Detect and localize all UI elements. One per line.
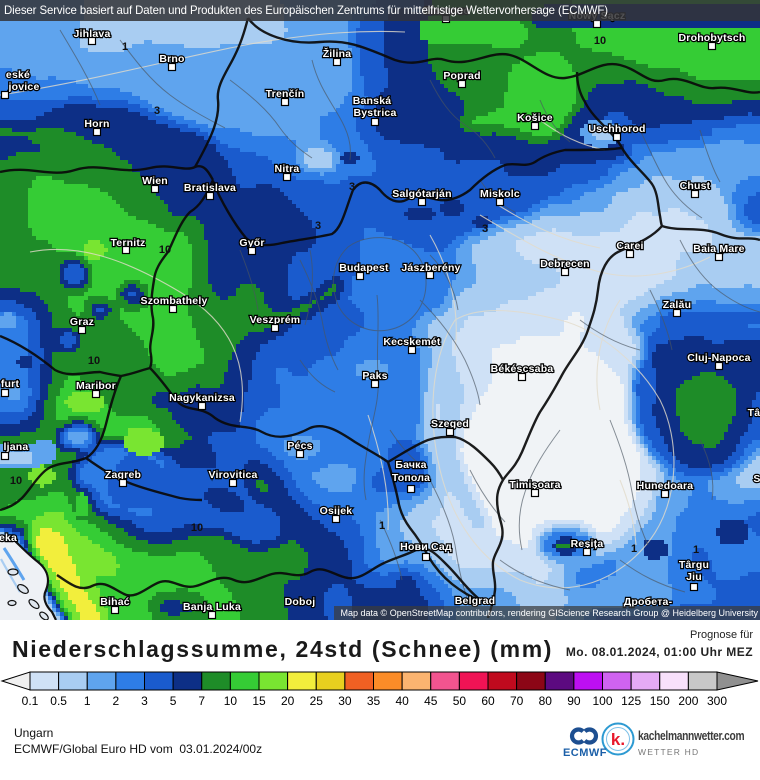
svg-text:10: 10 [88,355,100,367]
svg-text:Bystrica: Bystrica [353,107,396,119]
svg-text:jovice: jovice [8,81,40,93]
svg-text:10: 10 [594,35,606,47]
svg-text:Győr: Győr [239,237,264,249]
svg-text:150: 150 [650,694,670,708]
svg-text:Chust: Chust [680,180,711,192]
svg-text:Zagreb: Zagreb [105,469,141,481]
svg-text:eka: eka [0,532,17,544]
svg-text:Brno: Brno [159,53,184,65]
svg-text:0.1: 0.1 [22,694,39,708]
svg-text:Carei: Carei [616,240,643,252]
svg-text:30: 30 [338,694,352,708]
svg-text:50: 50 [453,694,467,708]
svg-text:Drohobytsch: Drohobytsch [679,32,746,44]
svg-text:15: 15 [252,694,266,708]
svg-text:5: 5 [170,694,177,708]
svg-text:1: 1 [122,41,128,53]
svg-text:Paks: Paks [362,370,387,382]
svg-text:25: 25 [310,694,324,708]
svg-text:Baia Mare: Baia Mare [693,243,744,255]
svg-text:1: 1 [631,543,637,555]
svg-text:Нови Сад: Нови Сад [400,541,452,553]
svg-text:Uschhorod: Uschhorod [588,123,645,135]
svg-text:eské: eské [6,69,30,81]
svg-text:10: 10 [159,244,171,256]
svg-text:Jiu: Jiu [686,571,702,583]
svg-text:Maribor: Maribor [76,380,116,392]
svg-text:k.: k. [611,730,625,749]
svg-text:Nagykanizsa: Nagykanizsa [169,392,235,404]
svg-text:Hunedoara: Hunedoara [637,480,694,492]
svg-text:Košice: Košice [517,112,553,124]
svg-text:3: 3 [154,105,160,117]
svg-text:1: 1 [693,544,699,556]
svg-text:40: 40 [395,694,409,708]
svg-text:Бачка: Бачка [395,459,426,471]
svg-text:70: 70 [510,694,524,708]
svg-text:Szeged: Szeged [431,418,469,430]
svg-text:Budapest: Budapest [339,262,389,274]
svg-text:2: 2 [113,694,120,708]
svg-text:45: 45 [424,694,438,708]
svg-text:60: 60 [481,694,495,708]
svg-text:1: 1 [379,520,385,532]
svg-text:Timișoara: Timișoara [509,479,560,491]
svg-text:furt: furt [1,378,20,390]
svg-text:3: 3 [349,181,355,193]
svg-text:125: 125 [621,694,641,708]
svg-text:10: 10 [191,522,203,534]
svg-text:S: S [753,473,760,485]
svg-text:Cluj-Napoca: Cluj-Napoca [687,352,750,364]
svg-text:Bratislava: Bratislava [184,182,236,194]
svg-text:Wien: Wien [142,175,168,187]
svg-text:0.5: 0.5 [50,694,67,708]
svg-text:Tâ: Tâ [748,407,760,419]
svg-text:80: 80 [539,694,553,708]
svg-text:Osijek: Osijek [320,505,353,517]
svg-text:Trenčín: Trenčín [266,88,305,100]
svg-text:Virovitica: Virovitica [208,469,257,481]
svg-text:Nitra: Nitra [275,163,300,175]
svg-text:Jihlava: Jihlava [73,28,110,40]
svg-text:Salgótarján: Salgótarján [392,188,451,200]
svg-text:Poprad: Poprad [443,70,480,82]
svg-text:Bihać: Bihać [100,596,130,608]
svg-text:Banská: Banská [353,95,392,107]
svg-text:Banja Luka: Banja Luka [183,601,241,613]
svg-text:Miskolc: Miskolc [480,188,520,200]
svg-text:Debrecen: Debrecen [540,258,589,270]
svg-text:Zalău: Zalău [663,299,691,311]
svg-text:Doboj: Doboj [285,596,316,608]
svg-text:Jászberény: Jászberény [401,262,460,274]
svg-text:7: 7 [198,694,205,708]
svg-text:200: 200 [678,694,698,708]
svg-text:Pécs: Pécs [287,440,312,452]
svg-text:Reșița: Reșița [571,538,604,550]
svg-text:100: 100 [592,694,612,708]
svg-text:ljana: ljana [4,441,29,453]
svg-text:3: 3 [141,694,148,708]
svg-text:3: 3 [315,220,321,232]
svg-text:Békéscsaba: Békéscsaba [491,363,554,375]
svg-text:20: 20 [281,694,295,708]
svg-text:35: 35 [367,694,381,708]
svg-text:Belgrad: Belgrad [455,595,496,607]
svg-text:300: 300 [707,694,727,708]
svg-text:Ternitz: Ternitz [110,237,145,249]
svg-text:Veszprém: Veszprém [250,314,301,326]
svg-text:Žilina: Žilina [323,47,352,60]
svg-text:Топола: Топола [392,472,430,484]
svg-text:Szombathely: Szombathely [141,295,208,307]
svg-text:Graz: Graz [70,316,94,328]
svg-text:Kecskemét: Kecskemét [383,336,441,348]
svg-text:Дробета-: Дробета- [624,596,673,608]
svg-text:10: 10 [10,475,22,487]
svg-text:3: 3 [482,223,488,235]
svg-text:Târgu: Târgu [679,559,709,571]
svg-text:Horn: Horn [84,118,109,130]
svg-text:10: 10 [224,694,238,708]
svg-text:90: 90 [567,694,581,708]
svg-text:1: 1 [84,694,91,708]
